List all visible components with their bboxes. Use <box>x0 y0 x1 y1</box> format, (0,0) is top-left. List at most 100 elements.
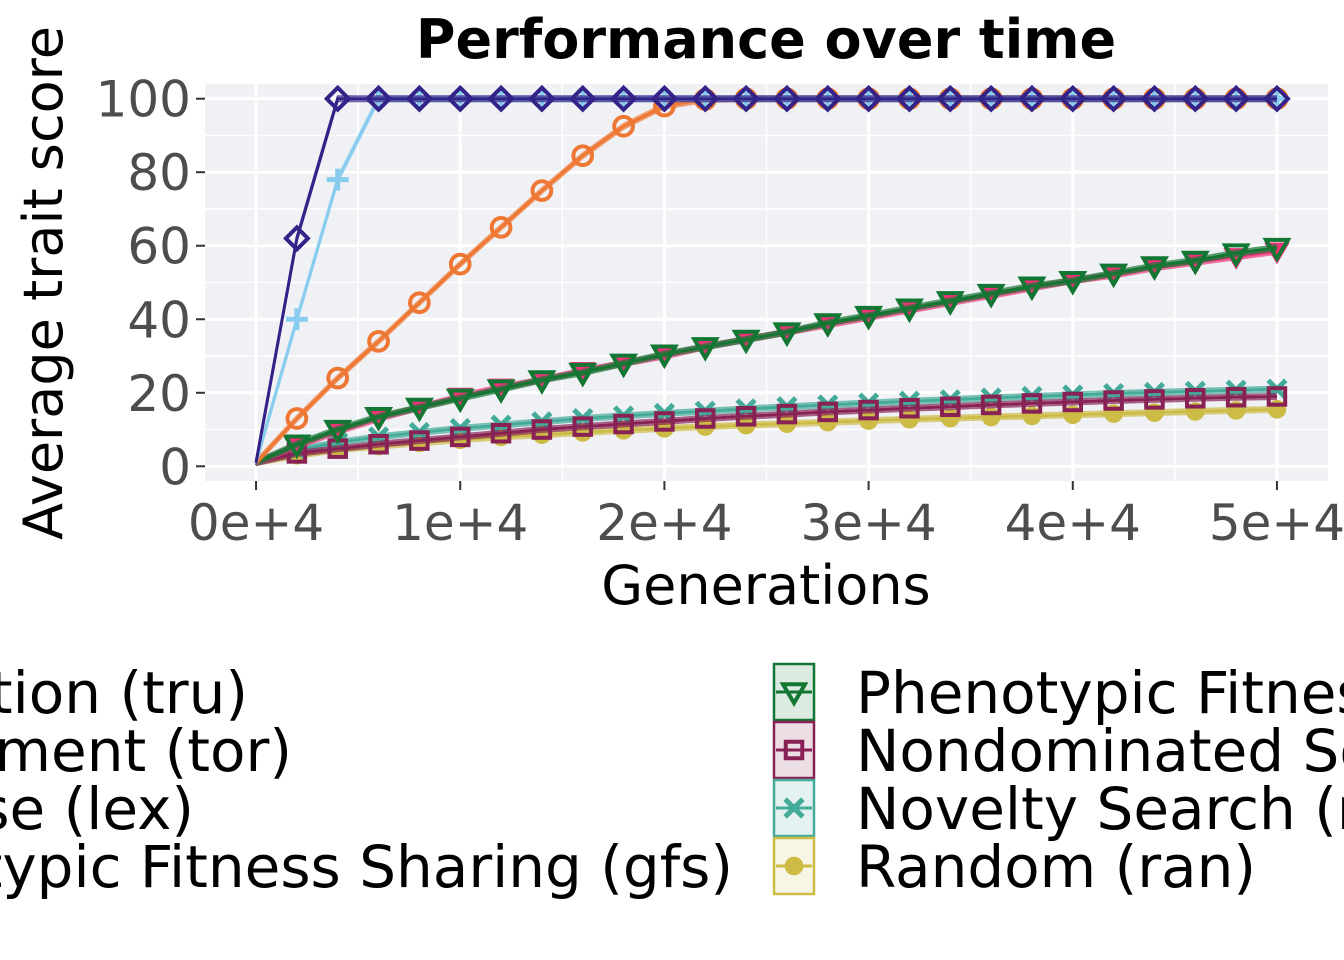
y-tick-label: 80 <box>127 144 191 202</box>
series-4 <box>255 237 1292 467</box>
data-point <box>894 298 924 324</box>
data-point <box>854 305 884 331</box>
data-point <box>1262 237 1292 263</box>
data-point <box>408 291 431 315</box>
data-point <box>1058 270 1088 296</box>
data-point <box>899 397 920 419</box>
data-point <box>859 411 878 431</box>
x-tick-label: 3e+4 <box>800 494 936 552</box>
x-tick-label: 0e+4 <box>188 494 324 552</box>
data-point <box>1139 256 1169 281</box>
data-point <box>1058 84 1087 113</box>
data-point <box>935 291 965 316</box>
data-point <box>445 388 475 414</box>
data-point <box>449 426 471 448</box>
data-point <box>1017 276 1047 302</box>
data-point <box>486 379 516 405</box>
data-point <box>527 370 557 395</box>
data-point <box>609 84 638 113</box>
data-point <box>572 416 593 437</box>
data-point <box>936 84 965 113</box>
data-point <box>976 283 1006 309</box>
data-point <box>530 179 554 202</box>
data-point <box>1062 391 1084 413</box>
data-point <box>1103 390 1124 411</box>
data-point <box>650 84 679 113</box>
data-point <box>813 313 843 338</box>
legend-label: Genotypic Fitness Sharing (gfs) <box>0 833 733 901</box>
data-point <box>613 413 634 435</box>
y-tick-label: 100 <box>96 71 191 129</box>
data-point <box>977 84 1005 113</box>
x-axis-title: Generations <box>601 554 930 617</box>
legend-label: Random (ran) <box>856 833 1256 901</box>
data-point <box>1221 243 1251 269</box>
data-point <box>773 84 801 113</box>
data-point <box>490 422 512 444</box>
data-point <box>1222 84 1250 113</box>
legend-label: Lexicase (lex) <box>0 775 194 843</box>
legend-label: Phenotypic Fitness Sharing (pfs) <box>856 659 1344 727</box>
data-point <box>694 408 716 429</box>
x-tick-label: 5e+4 <box>1209 494 1344 552</box>
data-point <box>571 144 595 168</box>
y-tick-label: 60 <box>127 218 191 276</box>
data-point <box>568 84 597 113</box>
data-point <box>528 84 556 113</box>
legend-label: Novelty Search (nov) <box>856 775 1344 843</box>
data-point <box>1225 386 1247 408</box>
legend-label: Truncation (tru) <box>0 659 248 727</box>
data-point <box>487 84 515 113</box>
y-tick-label: 40 <box>127 291 191 349</box>
data-point <box>285 308 308 331</box>
data-point <box>858 399 879 421</box>
legend-key-marker <box>779 682 809 707</box>
data-point <box>531 419 553 440</box>
data-point <box>446 84 475 113</box>
data-point <box>731 329 761 355</box>
data-point <box>813 84 842 113</box>
data-point <box>1144 389 1165 410</box>
data-point <box>900 409 919 429</box>
x-tick-label: 4e+4 <box>1005 494 1141 552</box>
data-point <box>980 394 1002 416</box>
data-point <box>323 84 352 113</box>
data-point <box>1099 263 1129 289</box>
data-point <box>654 411 675 432</box>
chart-title: Performance over time <box>416 8 1116 71</box>
data-point <box>409 430 430 451</box>
data-point <box>1180 250 1210 276</box>
data-point <box>323 419 353 445</box>
data-point <box>772 322 802 348</box>
data-point <box>1018 84 1046 113</box>
data-point <box>735 406 757 427</box>
data-point <box>940 396 961 417</box>
legend-key-marker <box>783 797 805 819</box>
data-point <box>981 407 1001 427</box>
data-point <box>1140 84 1169 113</box>
series-layer <box>254 84 1292 467</box>
data-point <box>282 434 312 460</box>
data-point <box>1181 84 1210 113</box>
data-point <box>368 433 389 455</box>
data-point <box>940 408 960 428</box>
data-point <box>609 353 639 379</box>
series-line <box>254 97 1277 463</box>
x-tick-label: 1e+4 <box>392 494 528 552</box>
data-point <box>326 168 349 191</box>
legend: Truncation (tru)Tournament (tor)Lexicase… <box>0 659 1344 901</box>
y-tick-label: 20 <box>127 365 191 423</box>
data-point <box>364 406 394 432</box>
data-point <box>283 224 311 253</box>
data-point <box>405 84 434 113</box>
data-point <box>1263 84 1291 113</box>
data-point <box>364 84 393 113</box>
legend-key-marker <box>783 739 805 761</box>
data-point <box>776 403 798 425</box>
data-point <box>854 84 883 113</box>
legend-label: Tournament (tor) <box>0 717 292 785</box>
series-0 <box>254 84 1291 466</box>
data-point <box>326 366 350 390</box>
data-point <box>1266 386 1288 407</box>
